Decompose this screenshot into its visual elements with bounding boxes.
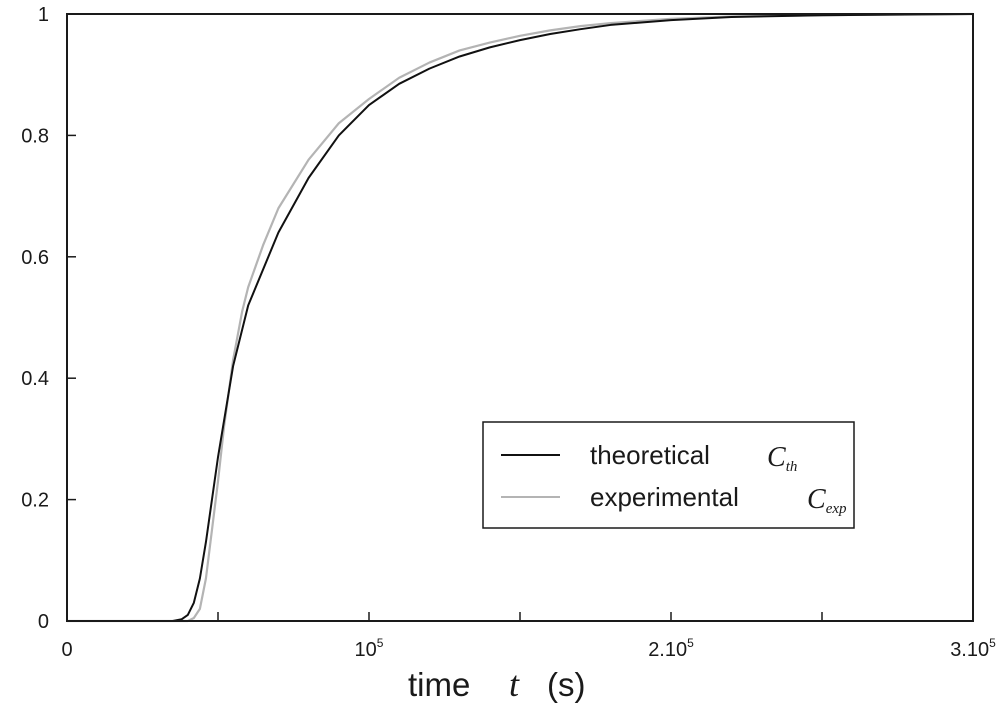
y-tick-label: 0 [38,611,49,633]
legend-label-experimental: experimental [590,482,739,512]
axis-ticks: 0 0.2 0.4 0.6 0.8 1 0 105 2.105 3.105 [21,4,996,661]
legend-label-theoretical: theoretical [590,440,710,470]
series-line-theoretical [66,13,974,622]
x-axis-label: time t (s) [408,664,585,704]
y-tick-label: 0.2 [21,490,49,512]
series-line-experimental [65,12,975,623]
x-axis-label-variable: t [509,664,520,704]
legend: theoretical Cth experimental Cexp [482,421,855,529]
y-tick-label: 0.6 [21,247,49,269]
series-lines [65,12,975,623]
plot-area [67,14,973,621]
y-tick-label: 0.8 [21,125,49,147]
x-axis-label-text: time [408,666,470,703]
x-tick-label: 3.105 [950,636,996,661]
x-tick-label: 105 [355,636,384,661]
y-tick-label: 1 [38,4,49,26]
x-tick-label: 2.105 [648,636,694,661]
legend-box [482,421,855,529]
legend-symbol-theoretical: Cth [767,442,797,475]
legend-symbol-experimental: Cexp [807,484,847,517]
x-axis-label-unit: (s) [547,666,585,703]
x-tick-label: 0 [61,639,72,661]
y-tick-label: 0.4 [21,368,49,390]
